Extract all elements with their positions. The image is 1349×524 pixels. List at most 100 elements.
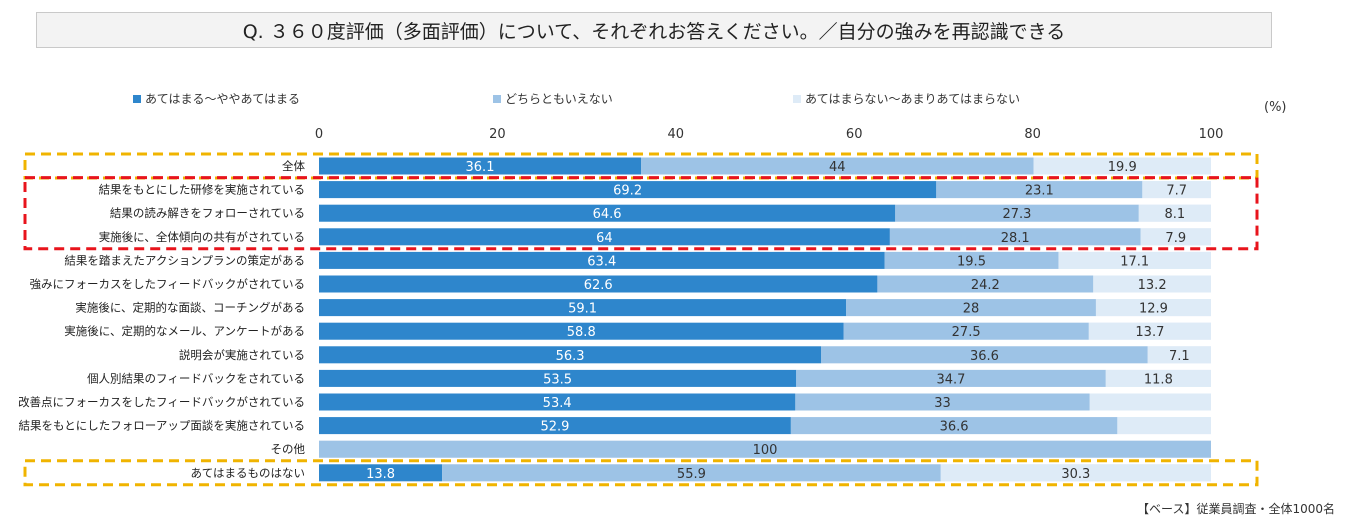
highlight-box <box>23 459 1259 487</box>
data-label: 64 <box>596 231 613 246</box>
data-label: 63.4 <box>587 254 616 269</box>
category-label: 個人別結果のフィードバックをされている <box>87 371 305 385</box>
bar-segment <box>319 228 890 246</box>
data-label: 27.3 <box>1003 207 1032 222</box>
bar-segment <box>1105 369 1211 387</box>
data-label: 12.9 <box>1139 302 1168 317</box>
chart-title-text: Q. ３６０度評価（多面評価）について、それぞれお答えください。／自分の強みを再… <box>242 20 1066 43</box>
x-tick-label: 0 <box>315 127 323 142</box>
category-label: 実施後に、定期的なメール、アンケートがある <box>64 324 305 338</box>
data-label: 8.1 <box>1165 207 1186 222</box>
data-label: 30.3 <box>1061 467 1090 482</box>
bar-segment <box>641 157 1034 175</box>
bar-segment <box>1142 181 1211 199</box>
data-label: 53.4 <box>543 396 572 411</box>
bar-segment <box>796 369 1106 387</box>
data-label: 44 <box>829 160 846 175</box>
category-label: 結果をもとにした研修を実施されている <box>99 183 305 197</box>
data-label: 34.7 <box>937 372 966 387</box>
data-label: 17.1 <box>1120 254 1149 269</box>
data-label: 27.5 <box>952 325 981 340</box>
data-label: 69.2 <box>613 184 642 199</box>
bar-segment <box>790 417 1118 435</box>
data-label: 11.8 <box>1144 372 1173 387</box>
data-label: 36.1 <box>466 160 495 175</box>
bar-segment <box>936 181 1143 199</box>
legend-label-3: あてはまらない～あまりあてはまらない <box>805 92 1021 106</box>
bar-segment <box>895 204 1139 222</box>
bar-segment <box>319 204 896 222</box>
bar-segment <box>1147 346 1211 364</box>
bar-segment <box>843 322 1089 340</box>
x-tick-label: 40 <box>668 127 685 142</box>
legend-item-2: どちらともいえない <box>493 90 613 107</box>
x-tick-label: 100 <box>1199 127 1224 142</box>
category-label: 結果をもとにしたフォローアップ面談を実施されている <box>19 419 305 433</box>
bar-segment <box>1140 228 1211 246</box>
legend-swatch-3 <box>793 94 801 103</box>
data-label: 7.7 <box>1166 184 1187 199</box>
category-label: 強みにフォーカスをしたフィードバックがされている <box>30 277 305 291</box>
data-label: 36.6 <box>970 349 999 364</box>
data-label: 28.1 <box>1001 231 1030 246</box>
data-label: 7.1 <box>1169 349 1190 364</box>
bar-segment <box>319 251 885 269</box>
bar-segment <box>319 181 937 199</box>
bar-segment <box>319 322 844 340</box>
data-label: 62.6 <box>584 278 613 293</box>
category-label: 実施後に、定期的な面談、コーチングがある <box>75 301 305 315</box>
bar-segment <box>319 369 797 387</box>
data-label: 19.5 <box>957 254 986 269</box>
bar-segment <box>1138 204 1211 222</box>
bar-segment <box>1058 251 1211 269</box>
data-label: 13.7 <box>1135 325 1164 340</box>
data-label: 100 <box>753 443 778 458</box>
bar-segment <box>1033 157 1211 175</box>
bar-segment <box>889 228 1141 246</box>
legend-item-3: あてはまらない～あまりあてはまらない <box>793 90 1020 107</box>
data-label: 53.5 <box>543 372 572 387</box>
data-label: 23.1 <box>1025 184 1054 199</box>
data-label: 13.8 <box>366 467 395 482</box>
category-label: 実施後に、全体傾向の共有がされている <box>99 230 305 244</box>
data-label: 13.2 <box>1138 278 1167 293</box>
highlight-box <box>23 176 1259 251</box>
bar-segment <box>319 393 796 411</box>
legend-swatch-2 <box>493 94 501 103</box>
data-label: 24.2 <box>971 278 1000 293</box>
bar-segment <box>1095 299 1211 317</box>
unit-label: (%) <box>1264 100 1287 115</box>
bar-segment <box>319 157 642 175</box>
data-label: 36.6 <box>940 420 969 435</box>
data-label: 56.3 <box>556 349 585 364</box>
category-label: その他 <box>271 442 306 456</box>
bar-segment <box>319 417 791 435</box>
bar-segment <box>319 464 443 482</box>
bar-segment <box>1089 393 1211 411</box>
data-label: 52.9 <box>540 420 569 435</box>
bar-segment <box>319 299 847 317</box>
bar-segment <box>821 346 1148 364</box>
bar-segment <box>846 299 1096 317</box>
data-label: 59.1 <box>568 302 597 317</box>
legend-label-1: あてはまる～ややあてはまる <box>145 92 301 106</box>
category-label: 改善点にフォーカスをしたフィードバックがされている <box>18 395 305 409</box>
x-tick-label: 20 <box>489 127 506 142</box>
data-label: 19.9 <box>1108 160 1137 175</box>
category-label: 結果の読み解きをフォローされている <box>110 206 305 220</box>
legend-label-2: どちらともいえない <box>505 92 613 106</box>
bar-segment <box>795 393 1090 411</box>
bar-segment <box>442 464 941 482</box>
bar-segment <box>319 440 1211 458</box>
data-label: 64.6 <box>593 207 622 222</box>
category-label: 説明会が実施されている <box>179 348 305 362</box>
bar-segment <box>940 464 1211 482</box>
category-label: 結果を踏まえたアクションプランの策定がある <box>64 253 305 267</box>
category-label: 全体 <box>282 159 305 173</box>
bar-segment <box>1117 417 1211 435</box>
bar-segment <box>319 346 822 364</box>
base-note: 【ベース】従業員調査・全体1000名 <box>1137 502 1335 516</box>
x-tick-label: 60 <box>846 127 863 142</box>
legend-swatch-1 <box>133 94 141 103</box>
